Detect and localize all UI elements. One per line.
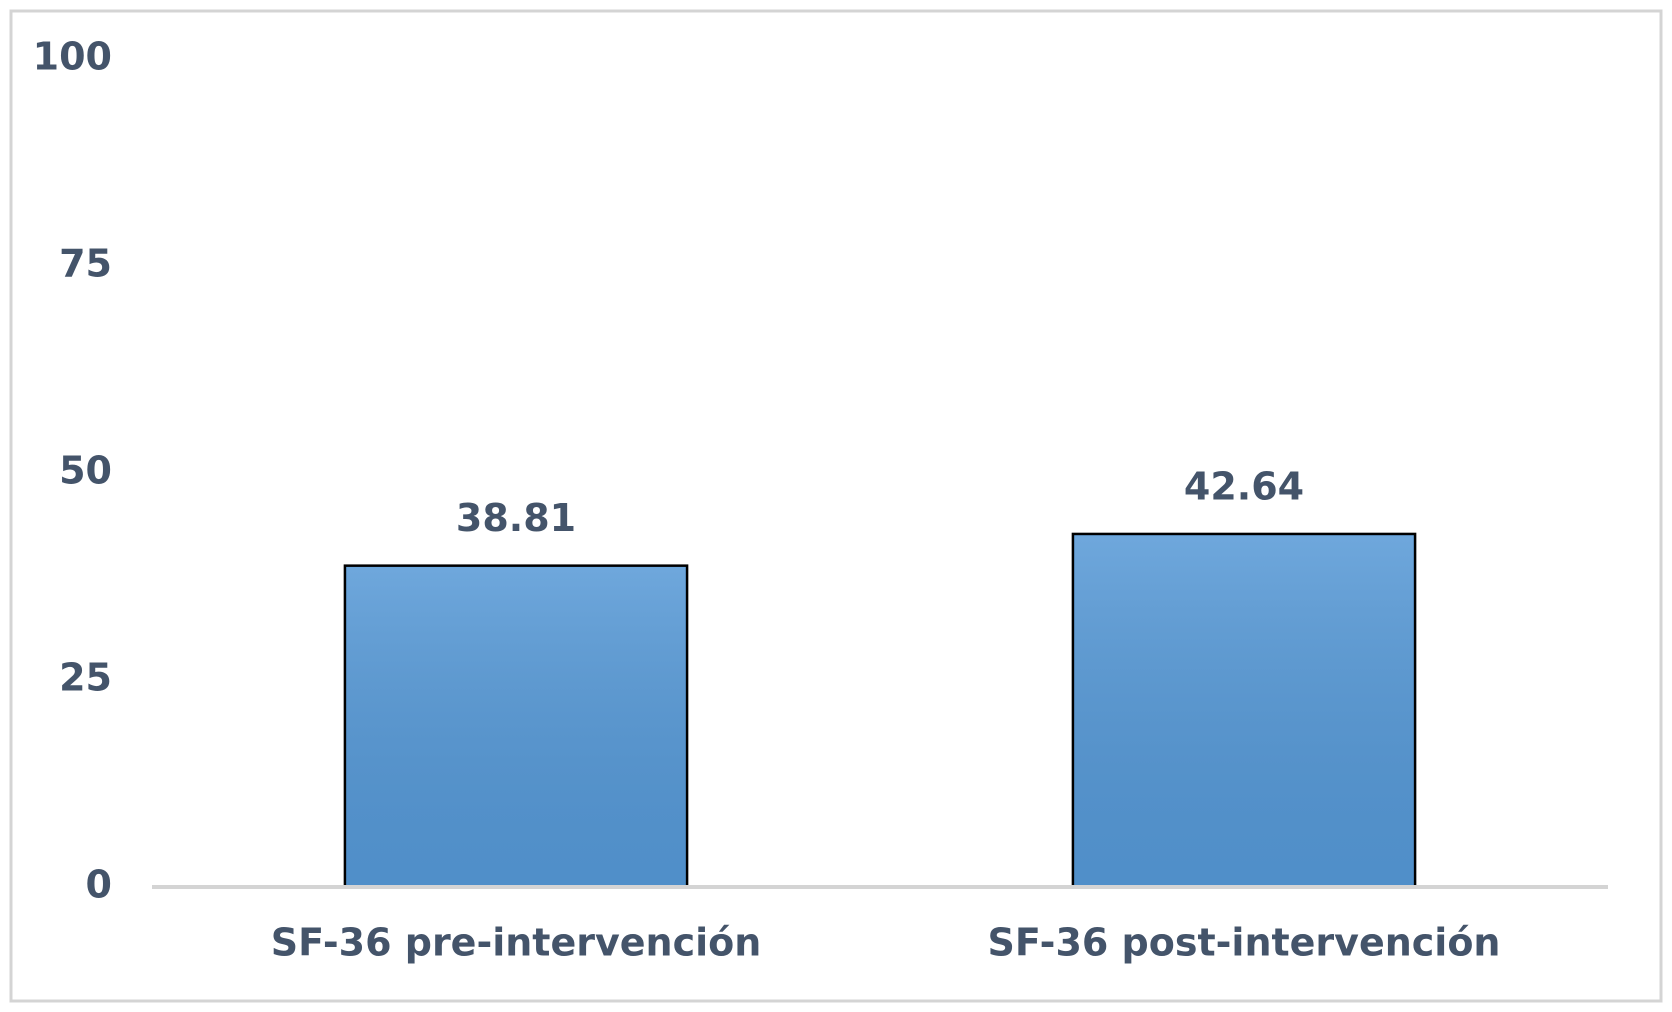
- bar-shade: [346, 567, 686, 886]
- x-tick-label: SF-36 pre-intervención: [271, 921, 762, 965]
- data-label: 38.81: [456, 496, 576, 540]
- y-tick-label: 25: [59, 656, 112, 700]
- x-tick-label: SF-36 post-intervención: [988, 921, 1501, 965]
- data-label: 42.64: [1184, 464, 1304, 508]
- y-tick-label: 50: [59, 449, 112, 493]
- y-tick-label: 100: [33, 35, 112, 79]
- y-tick-label: 75: [59, 242, 112, 286]
- y-tick-label: 0: [86, 863, 112, 907]
- bar-shade: [1074, 535, 1414, 886]
